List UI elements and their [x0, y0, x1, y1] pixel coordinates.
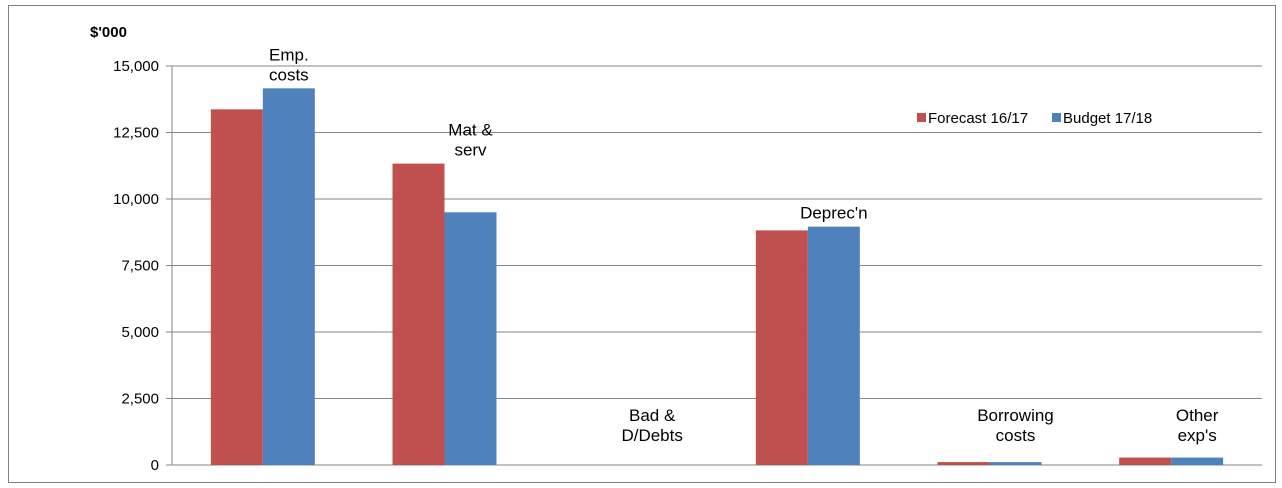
bar-budget-17-18 [1171, 457, 1224, 465]
legend-label: Budget 17/18 [1063, 110, 1152, 127]
category-label: Other exp's [1176, 406, 1219, 445]
y-tick-label: 15,000 [113, 58, 159, 75]
legend-label: Forecast 16/17 [928, 110, 1028, 127]
bar-forecast-16-17 [937, 462, 990, 465]
bar-budget-17-18 [444, 212, 497, 465]
y-tick-label: 2,500 [121, 391, 159, 408]
category-label: Mat & serv [448, 121, 493, 160]
y-tick-label: 10,000 [113, 191, 159, 208]
category-label: Bad & D/Debts [621, 406, 682, 445]
unit-label: $'000 [90, 24, 127, 41]
category-label: Borrowing costs [977, 406, 1054, 445]
bar-forecast-16-17 [210, 109, 263, 465]
bar-budget-17-18 [262, 88, 315, 466]
bars [210, 88, 1224, 466]
category-labels: Emp. costs Mat & serv Bad & D/Debts Deprec'n Bo… [269, 45, 1219, 445]
legend-swatch [1052, 113, 1061, 122]
y-tick-label: 5,000 [121, 324, 159, 341]
y-axis: 0 2,500 5,000 7,500 10,000 12,500 15,000 [113, 58, 1262, 474]
y-tick-label: 12,500 [113, 125, 159, 142]
bar-budget-17-18 [807, 226, 860, 465]
category-label: Deprec'n [800, 204, 868, 223]
bar-forecast-16-17 [392, 163, 445, 465]
category-label: Emp. costs [269, 45, 309, 84]
bar-budget-17-18 [989, 462, 1042, 465]
legend: Forecast 16/17 Budget 17/18 [917, 110, 1152, 127]
legend-swatch [917, 113, 926, 122]
y-tick-label: 7,500 [121, 258, 159, 275]
bar-forecast-16-17 [755, 230, 808, 465]
y-tick-label: 0 [151, 457, 159, 474]
bar-forecast-16-17 [1119, 457, 1172, 465]
